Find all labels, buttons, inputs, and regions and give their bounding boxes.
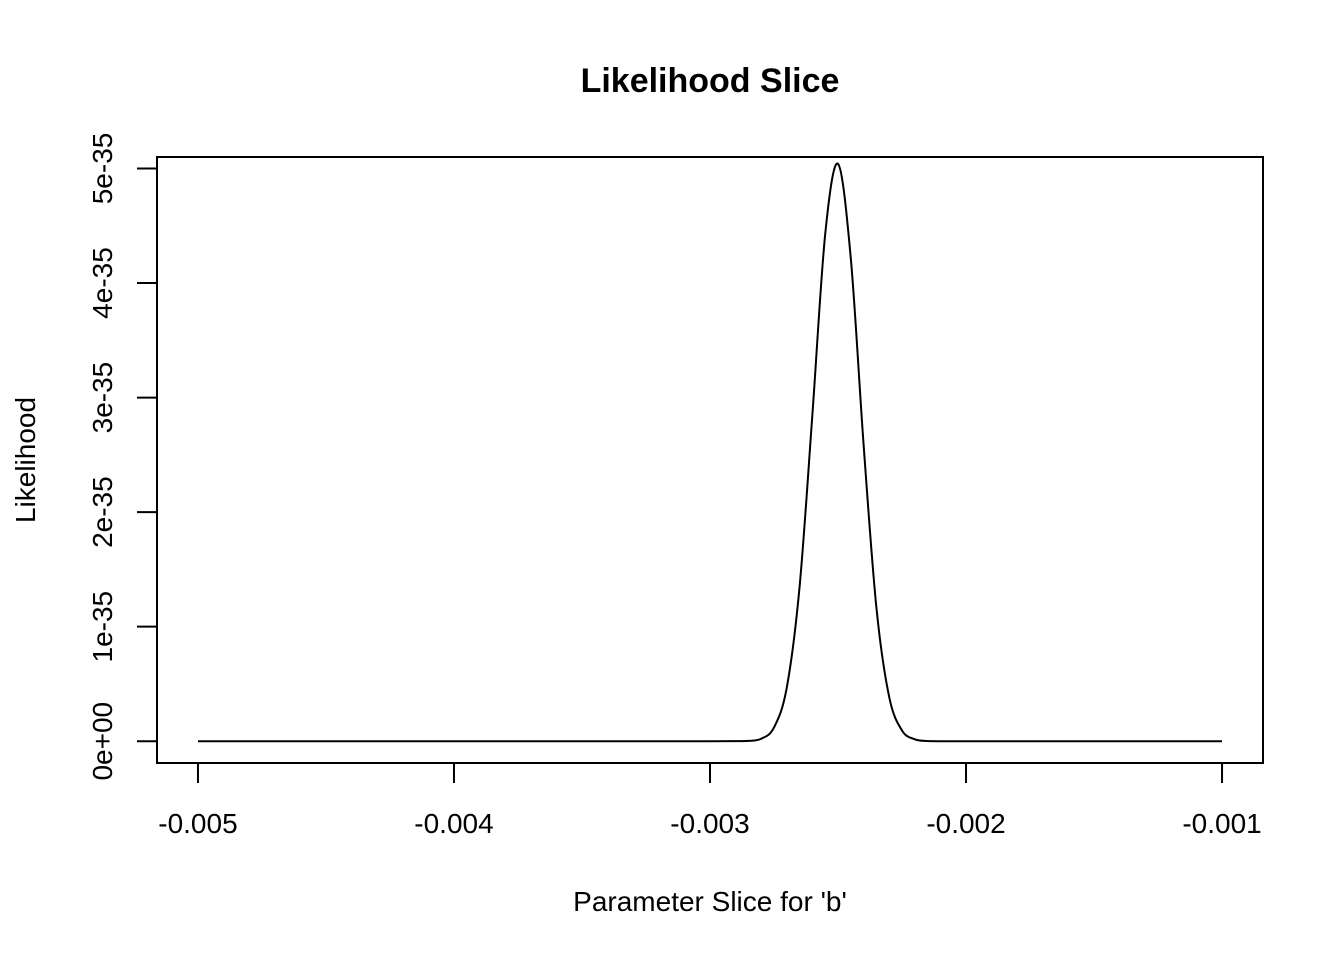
x-tick-label: -0.001 bbox=[1182, 808, 1261, 839]
likelihood-curve bbox=[197, 162, 1223, 743]
x-tick-label: -0.004 bbox=[414, 808, 493, 839]
x-axis: -0.005 -0.004 -0.003 -0.002 -0.001 bbox=[158, 763, 1262, 839]
y-axis: 0e+00 1e-35 2e-35 3e-35 4e-35 5e-35 bbox=[87, 133, 157, 781]
y-tick-label: 4e-35 bbox=[87, 247, 118, 319]
x-axis-label: Parameter Slice for 'b' bbox=[573, 886, 847, 917]
x-tick-label: -0.005 bbox=[158, 808, 237, 839]
y-tick-label: 0e+00 bbox=[87, 702, 118, 781]
y-tick-label: 1e-35 bbox=[87, 591, 118, 663]
x-tick-label: -0.002 bbox=[926, 808, 1005, 839]
plot-frame bbox=[156, 156, 1264, 764]
x-tick-label: -0.003 bbox=[670, 808, 749, 839]
y-tick-label: 2e-35 bbox=[87, 476, 118, 548]
y-tick-label: 3e-35 bbox=[87, 362, 118, 434]
chart-title: Likelihood Slice bbox=[581, 62, 840, 100]
y-axis-label: Likelihood bbox=[10, 397, 41, 523]
y-tick-label: 5e-35 bbox=[87, 133, 118, 205]
